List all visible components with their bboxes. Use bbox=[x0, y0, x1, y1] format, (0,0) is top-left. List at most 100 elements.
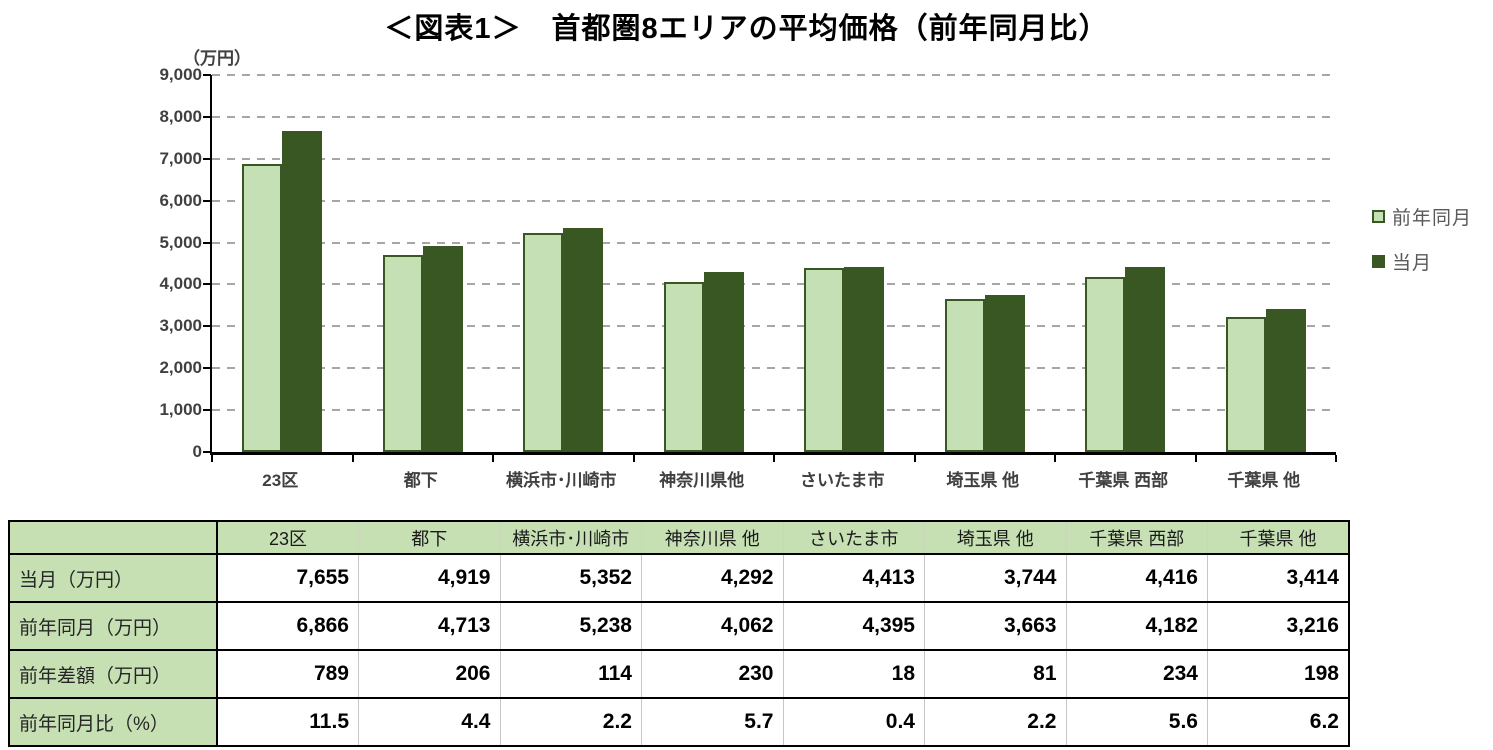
y-tick-label: 9,000 bbox=[159, 65, 202, 84]
y-tick-label: 4,000 bbox=[159, 274, 202, 294]
table-row: 当月（万円） 7,655 4,919 5,352 4,292 4,413 3,744 4,41… bbox=[9, 554, 1349, 603]
figure-title: ＜図表1＞ 首都圏8エリアの平均価格（前年同月比） bbox=[384, 13, 1109, 45]
legend-label: 当月 bbox=[1392, 253, 1433, 274]
bar-prev-year-month bbox=[382, 254, 423, 452]
y-axis-tick-labels: 0 1,000 2,000 3,000 4,000 5,000 6,000 7,000 8,00… bbox=[90, 65, 202, 461]
x-axis-tick bbox=[1194, 455, 1197, 462]
bar-current-month bbox=[844, 267, 885, 452]
table-value-cell: 5.6 bbox=[1065, 698, 1208, 747]
x-axis-category-label: 23区 bbox=[262, 471, 299, 490]
x-axis-category-labels: 23区 都下 横浜市･川崎市 神奈川県他 さいたま市 埼玉県 他 千葉県 西部 千葉県 他 bbox=[210, 466, 1334, 490]
x-axis-category-label: 都下 bbox=[403, 471, 438, 490]
table-value-cell: 4,395 bbox=[782, 602, 925, 651]
bar-current-month bbox=[422, 245, 463, 452]
y-tick-label: 2,000 bbox=[159, 358, 202, 378]
y-tick-label: 6,000 bbox=[159, 190, 202, 210]
x-axis-category-label: 千葉県 他 bbox=[1227, 471, 1301, 490]
table-row: 前年差額（万円） 789 206 114 230 18 81 234 198 bbox=[9, 650, 1349, 699]
bar-prev-year-month bbox=[242, 164, 283, 452]
x-axis-category-label: 横浜市･川崎市 bbox=[506, 471, 617, 490]
y-axis-tick bbox=[203, 409, 211, 412]
table-column-header: 都下 bbox=[358, 521, 500, 555]
table-value-cell: 4,919 bbox=[358, 554, 500, 603]
table-row: 前年同月（万円） 6,866 4,713 5,238 4,062 4,395 3,663 4,… bbox=[9, 602, 1349, 651]
data-table: 23区 都下 横浜市･川崎市 神奈川県 他さいたま市 埼玉県 他千葉県 西部 千葉県 他当… bbox=[8, 520, 1350, 747]
table-value-cell: 4,292 bbox=[641, 554, 783, 603]
table-value-cell: 3,663 bbox=[924, 602, 1066, 651]
x-axis-tick bbox=[351, 455, 354, 462]
legend-item: 前年同月 bbox=[1372, 203, 1472, 230]
table-value-cell: 5,238 bbox=[499, 602, 642, 651]
table-row-label: 前年同月（万円） bbox=[9, 602, 218, 651]
gridline bbox=[212, 367, 1336, 370]
table-value-cell: 4,416 bbox=[1065, 554, 1208, 603]
gridline bbox=[212, 199, 1336, 202]
bar-current-month bbox=[1125, 267, 1166, 452]
y-axis-tick bbox=[203, 325, 211, 328]
table-value-cell: 4,182 bbox=[1065, 602, 1208, 651]
x-axis-category-label: さいたま市 bbox=[800, 471, 885, 490]
gridline bbox=[212, 325, 1336, 328]
x-axis-tick bbox=[211, 455, 213, 462]
table-column-header: 千葉県 他 bbox=[1207, 521, 1349, 555]
bar-prev-year-month bbox=[1085, 276, 1126, 452]
table-value-cell: 234 bbox=[1065, 650, 1208, 699]
x-axis-category-label: 千葉県 西部 bbox=[1078, 471, 1169, 490]
table-value-cell: 198 bbox=[1207, 650, 1349, 699]
legend-item: 当月 bbox=[1372, 248, 1472, 275]
y-axis-tick bbox=[203, 283, 211, 286]
table-value-cell: 6.2 bbox=[1207, 698, 1349, 747]
table-value-cell: 230 bbox=[641, 650, 783, 699]
table-value-cell: 5,352 bbox=[499, 554, 642, 603]
y-axis-unit-label: （万円） bbox=[183, 49, 251, 68]
bar-current-month bbox=[703, 272, 744, 452]
gridline bbox=[212, 115, 1336, 118]
table-row-label: 前年同月比（%） bbox=[9, 698, 218, 747]
y-tick-label: 0 bbox=[192, 442, 202, 461]
table-value-cell: 7,655 bbox=[216, 554, 359, 603]
table-column-header: さいたま市 bbox=[782, 521, 925, 555]
bar-prev-year-month bbox=[663, 281, 704, 452]
bar-prev-year-month bbox=[1225, 317, 1266, 452]
table-column-header: 埼玉県 他 bbox=[924, 521, 1066, 555]
table-value-cell: 5.7 bbox=[641, 698, 783, 747]
x-axis-tick bbox=[913, 455, 916, 462]
y-axis-tick bbox=[203, 241, 211, 244]
y-axis-tick bbox=[203, 199, 211, 202]
x-axis-tick bbox=[492, 455, 494, 462]
y-axis-tick bbox=[203, 157, 211, 160]
y-tick-label: 7,000 bbox=[159, 148, 202, 168]
bar-prev-year-month bbox=[804, 267, 845, 452]
table-value-cell: 3,216 bbox=[1207, 602, 1349, 651]
bar-current-month bbox=[563, 227, 604, 452]
x-axis-category-label: 埼玉県 他 bbox=[946, 471, 1020, 490]
x-axis-tick bbox=[1054, 455, 1056, 462]
table-value-cell: 4,413 bbox=[782, 554, 925, 603]
table-row-label: 当月（万円） bbox=[9, 554, 218, 603]
table-value-cell: 2.2 bbox=[499, 698, 642, 747]
legend-swatch-current-month bbox=[1372, 255, 1385, 268]
table-value-cell: 114 bbox=[499, 650, 642, 699]
y-axis-tick bbox=[203, 367, 211, 370]
gridline bbox=[212, 409, 1336, 412]
y-tick-label: 5,000 bbox=[159, 232, 202, 252]
gridline bbox=[212, 74, 1336, 76]
y-axis-tick bbox=[203, 115, 211, 118]
legend-swatch-prev-year bbox=[1372, 210, 1385, 223]
table-value-cell: 4,713 bbox=[358, 602, 500, 651]
legend-label: 前年同月 bbox=[1392, 208, 1473, 229]
table-value-cell: 2.2 bbox=[924, 698, 1066, 747]
gridline bbox=[212, 283, 1336, 286]
y-axis-tick bbox=[203, 451, 211, 453]
table-column-header: 千葉県 西部 bbox=[1065, 521, 1208, 555]
table-row-label: 前年差額（万円） bbox=[9, 650, 218, 699]
bar-prev-year-month bbox=[944, 298, 985, 452]
y-tick-label: 3,000 bbox=[159, 316, 202, 336]
table-value-cell: 3,414 bbox=[1207, 554, 1349, 603]
table-value-cell: 206 bbox=[358, 650, 500, 699]
bar-current-month bbox=[282, 131, 323, 452]
gridline bbox=[212, 157, 1336, 160]
table-value-cell: 81 bbox=[924, 650, 1066, 699]
table-value-cell: 11.5 bbox=[216, 698, 359, 747]
bar-prev-year-month bbox=[523, 232, 564, 452]
